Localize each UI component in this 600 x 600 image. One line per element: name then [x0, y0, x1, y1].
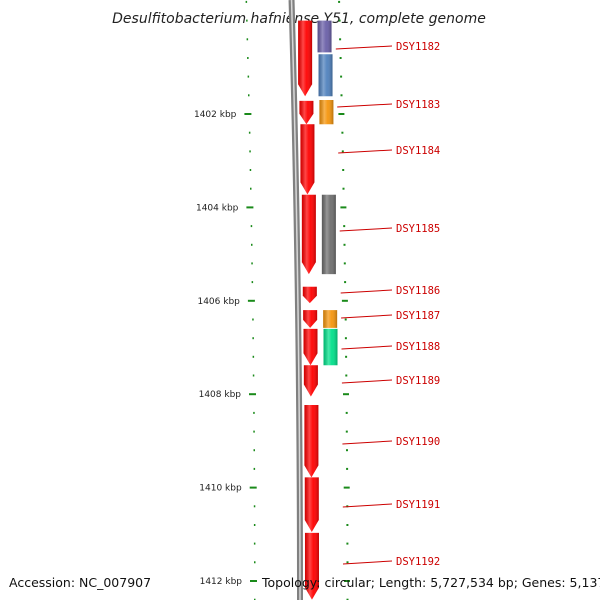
- leader-line: [341, 314, 393, 319]
- leader-line: [340, 289, 393, 294]
- gene-segment-shading: [303, 310, 318, 328]
- gene-dsy1184-shading: [300, 124, 315, 195]
- leader-line: [335, 45, 393, 50]
- leader-line: [342, 440, 393, 445]
- kbp-axis-label: 1410 kbp: [199, 484, 242, 494]
- gene-dsy1184[interactable]: [300, 124, 315, 195]
- gene-dsy1183[interactable]: [319, 99, 334, 125]
- genome-title: Desulfitobacterium hafniense Y51, comple…: [112, 11, 486, 27]
- gene-label[interactable]: DSY1191: [396, 499, 440, 511]
- gene-segment-shading: [299, 100, 314, 125]
- kbp-axis-label: 1402 kbp: [194, 110, 237, 120]
- backbone-arc: [288, 0, 303, 600]
- gene-segment[interactable]: [298, 20, 313, 97]
- gene-dsy1187-shading: [323, 310, 338, 328]
- kbp-axis-label: 1404 kbp: [196, 203, 239, 213]
- kbp-axis-labels: 1402 kbp 1404 kbp 1406 kbp 1408 kbp 1410 kbp…: [194, 110, 242, 587]
- gene-label[interactable]: DSY1190: [396, 436, 440, 448]
- genome-backbone: [288, 0, 303, 600]
- gene-dsy1192-shading: [304, 532, 319, 600]
- gene-dsy1185[interactable]: [321, 194, 336, 275]
- gene-label[interactable]: DSY1183: [396, 99, 440, 111]
- gene-segment[interactable]: [317, 20, 332, 53]
- backbone-arc-highlight: [290, 0, 301, 600]
- gene-dsy1190-shading: [304, 404, 319, 478]
- leader-line: [339, 227, 393, 232]
- kbp-axis-label: 1408 kbp: [199, 390, 242, 400]
- gene-features: [298, 20, 338, 600]
- gene-dsy1186-shading: [302, 286, 317, 304]
- leader-line: [342, 560, 393, 565]
- gene-dsy1182[interactable]: [318, 54, 333, 97]
- gene-dsy1187[interactable]: [323, 310, 338, 328]
- gene-segment[interactable]: [301, 194, 316, 275]
- topology-text: Topology: circular; Length: 5,727,534 bp…: [261, 575, 600, 590]
- gene-segment[interactable]: [303, 328, 318, 366]
- gene-label[interactable]: DSY1182: [396, 41, 440, 53]
- gene-dsy1188-shading: [323, 328, 338, 366]
- gene-segment[interactable]: [303, 310, 318, 328]
- gene-dsy1191-shading: [304, 477, 319, 532]
- kbp-axis-label: 1406 kbp: [197, 297, 240, 307]
- gene-segment[interactable]: [299, 100, 314, 125]
- gene-label[interactable]: DSY1185: [396, 223, 440, 235]
- gene-dsy1191[interactable]: [304, 477, 319, 532]
- leader-line: [341, 345, 393, 350]
- gene-segment-shading: [301, 194, 316, 275]
- gene-dsy1182-shading: [318, 54, 333, 97]
- gene-label[interactable]: DSY1186: [396, 285, 440, 297]
- gene-dsy1190[interactable]: [304, 404, 319, 478]
- gene-segment-shading: [298, 20, 313, 97]
- accession-text: Accession: NC_007907: [9, 575, 151, 590]
- gene-label[interactable]: DSY1192: [396, 556, 440, 568]
- gene-label[interactable]: DSY1184: [396, 145, 440, 157]
- gene-segment-shading: [317, 20, 332, 53]
- gene-segment-shading: [303, 328, 318, 366]
- gene-dsy1189[interactable]: [303, 365, 318, 397]
- gene-labels: DSY1182 DSY1183 DSY1184 DSY1185 DSY1186 DSY11…: [335, 41, 440, 568]
- leader-line: [342, 503, 393, 508]
- gene-dsy1183-shading: [319, 99, 334, 125]
- gene-label[interactable]: DSY1189: [396, 375, 440, 387]
- leader-line: [341, 379, 393, 384]
- gene-dsy1188[interactable]: [323, 328, 338, 366]
- gene-label[interactable]: DSY1187: [396, 310, 440, 322]
- tick-marks: [244, 0, 350, 600]
- leader-line: [337, 103, 393, 108]
- gene-label[interactable]: DSY1188: [396, 341, 440, 353]
- gene-dsy1186[interactable]: [302, 286, 317, 304]
- kbp-axis-label: 1412 kbp: [200, 577, 243, 587]
- gene-dsy1192[interactable]: [304, 532, 319, 600]
- gene-dsy1189-shading: [303, 365, 318, 397]
- leader-line: [338, 149, 393, 154]
- gene-dsy1185-shading: [321, 194, 336, 275]
